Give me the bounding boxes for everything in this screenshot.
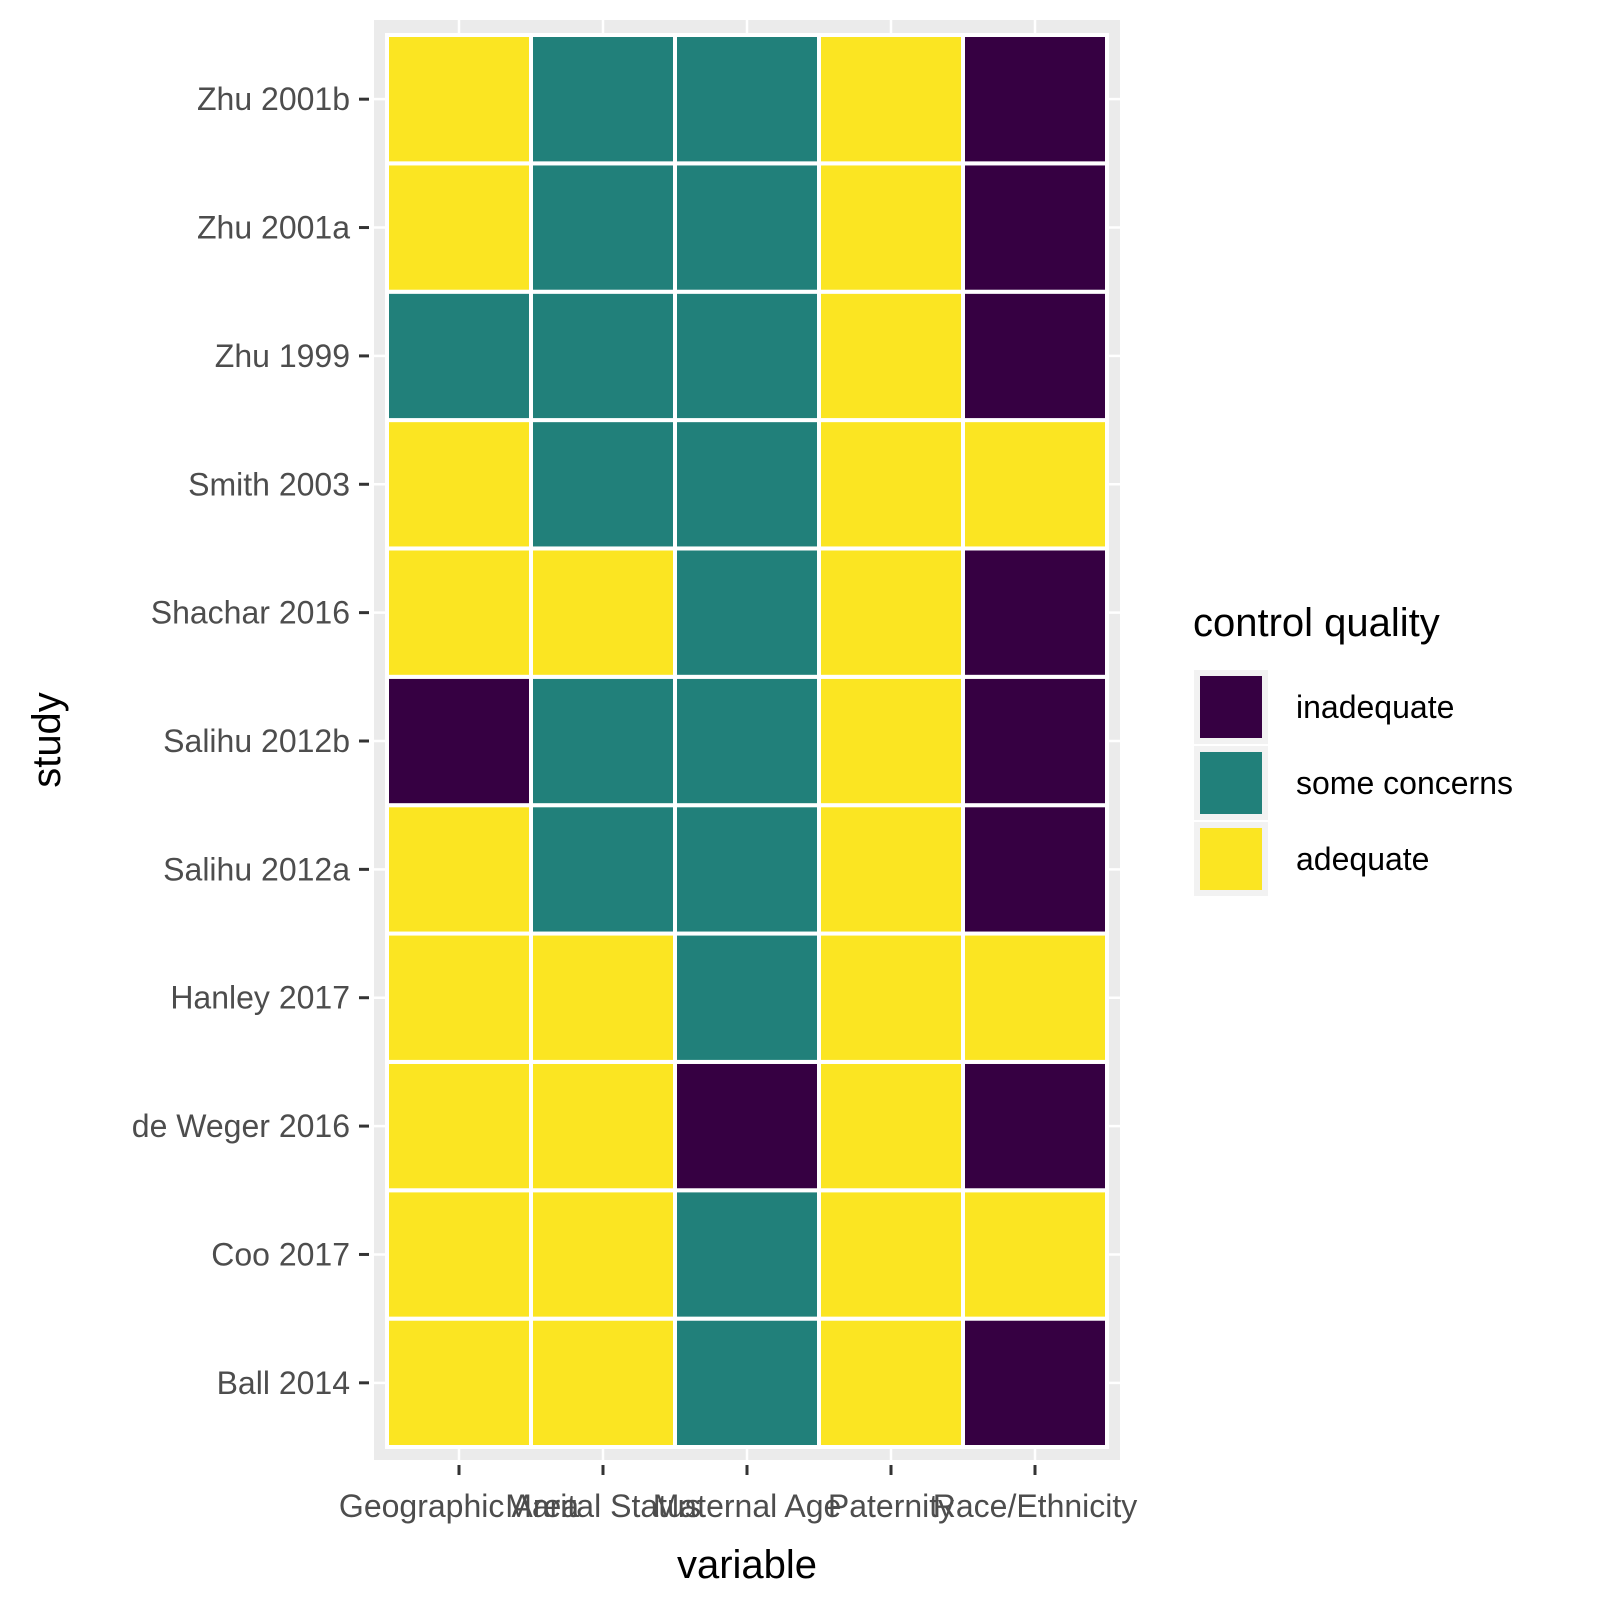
heatmap-tile [385, 289, 533, 423]
legend: control quality inadequate some concerns a… [1192, 601, 1513, 898]
y-tick-label: Zhu 2001b [197, 81, 350, 117]
heatmap-tile [385, 1059, 533, 1193]
heatmap-tile [529, 803, 677, 936]
heatmap-tile [385, 161, 533, 294]
heatmap-tile [961, 1316, 1109, 1449]
heatmap-tile [961, 1059, 1109, 1193]
heatmap-tile [961, 546, 1109, 679]
legend-label: adequate [1296, 841, 1429, 877]
heatmap-tile [817, 1059, 965, 1193]
y-tick-label: Salihu 2012a [163, 851, 350, 887]
heatmap-tile [385, 418, 533, 551]
heatmap-tile [529, 1059, 677, 1193]
heatmap-tile [817, 931, 965, 1064]
heatmap-tile [529, 931, 677, 1064]
heatmap-tile [673, 674, 821, 808]
heatmap-tile [673, 1316, 821, 1449]
heatmap-tile [961, 161, 1109, 294]
y-tick-label: Shachar 2016 [151, 595, 350, 631]
heatmap-tile [961, 33, 1109, 166]
y-axis-title: study [25, 692, 69, 788]
y-axis: Ball 2014 Coo 2017 de Weger 2016 Hanley 201… [132, 81, 369, 1401]
heatmap-tile [961, 1188, 1109, 1321]
heatmap-tiles [385, 33, 1109, 1449]
y-tick-label: de Weger 2016 [132, 1108, 350, 1144]
heatmap-tile [673, 1188, 821, 1321]
y-tick-label: Zhu 1999 [215, 338, 350, 374]
heatmap-tile [385, 931, 533, 1064]
heatmap-tile [817, 1316, 965, 1449]
heatmap-tile [961, 289, 1109, 423]
heatmap-tile [529, 674, 677, 808]
x-tick-label: Race/Ethnicity [933, 1488, 1138, 1524]
heatmap-tile [817, 546, 965, 679]
heatmap-tile [385, 546, 533, 679]
x-axis-title: variable [677, 1543, 817, 1587]
legend-swatch [1200, 752, 1262, 814]
heatmap-tile [961, 803, 1109, 936]
y-tick-label: Ball 2014 [217, 1365, 350, 1401]
heatmap-tile [961, 931, 1109, 1064]
y-tick-label: Smith 2003 [188, 466, 350, 502]
legend-swatch [1200, 676, 1262, 738]
heatmap-tile [529, 418, 677, 551]
legend-swatch [1200, 828, 1262, 890]
x-tick-label: Marital Status [505, 1488, 701, 1524]
heatmap-tile [529, 546, 677, 679]
heatmap-tile [673, 289, 821, 423]
heatmap-tile [673, 546, 821, 679]
legend-title: control quality [1193, 601, 1440, 645]
heatmap-tile [673, 33, 821, 166]
heatmap-tile [673, 418, 821, 551]
heatmap-tile [817, 161, 965, 294]
y-tick-label: Salihu 2012b [163, 723, 350, 759]
heatmap-tile [817, 803, 965, 936]
heatmap-tile [817, 1188, 965, 1321]
heatmap-tile [385, 33, 533, 166]
heatmap-tile [385, 1188, 533, 1321]
heatmap-tile [961, 418, 1109, 551]
heatmap-tile [385, 803, 533, 936]
heatmap-tile [961, 674, 1109, 808]
heatmap-tile [529, 289, 677, 423]
legend-label: some concerns [1296, 765, 1513, 801]
heatmap-tile [673, 1059, 821, 1193]
heatmap-tile [817, 674, 965, 808]
heatmap-tile [817, 33, 965, 166]
heatmap-tile [529, 1188, 677, 1321]
heatmap-tile [817, 418, 965, 551]
heatmap-tile [673, 803, 821, 936]
y-tick-label: Coo 2017 [211, 1236, 350, 1272]
x-tick-label: Paternity [828, 1488, 954, 1524]
heatmap-tile [673, 161, 821, 294]
x-tick-label: Maternal Age [653, 1488, 842, 1524]
heatmap-tile [817, 289, 965, 423]
y-tick-label: Hanley 2017 [170, 980, 350, 1016]
heatmap-tile [385, 674, 533, 808]
heatmap-tile [529, 33, 677, 166]
heatmap-tile [673, 931, 821, 1064]
x-tick-label: Geographic Area [339, 1488, 579, 1524]
legend-label: inadequate [1296, 689, 1454, 725]
y-tick-label: Zhu 2001a [197, 210, 350, 246]
heatmap-tile [385, 1316, 533, 1449]
heatmap-tile [529, 161, 677, 294]
heatmap-tile [529, 1316, 677, 1449]
